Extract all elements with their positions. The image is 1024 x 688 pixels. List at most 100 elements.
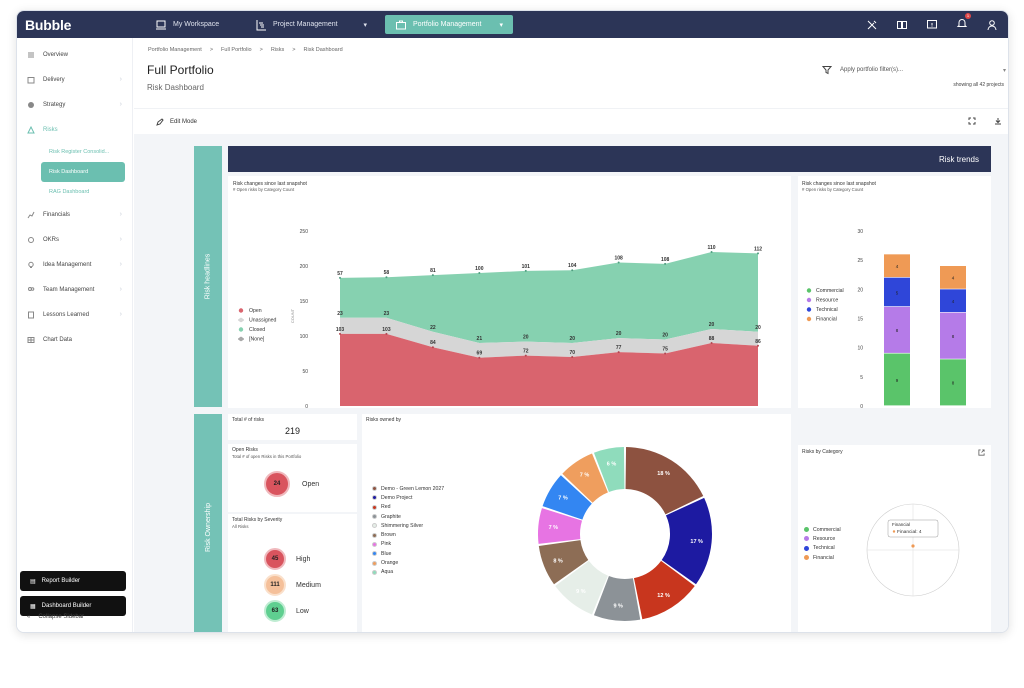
external-link-icon[interactable] [978, 449, 985, 456]
legend-item[interactable]: Demo - Green Lemon 2027 [372, 484, 444, 493]
nav-my-workspace[interactable]: My Workspace [145, 15, 245, 34]
open-risks-indicator: 24 Open [264, 471, 319, 497]
edit-mode-button[interactable]: Edit Mode [156, 118, 197, 126]
stacked-bar-chart: 051015202530985431 May 20268844CurrentCo… [806, 229, 966, 421]
app-logo[interactable]: Bubble [25, 16, 72, 33]
legend-item[interactable]: Commercial [804, 525, 841, 534]
portfolio-filter[interactable]: Apply portfolio filter(s)... ▾ [822, 65, 1006, 75]
severity-label: High [296, 555, 311, 563]
y-tick-label: 25 [857, 258, 863, 264]
sidebar-item-financials[interactable]: Financials › [17, 202, 132, 227]
donut-slice [593, 447, 625, 492]
sidebar-item-idea-management[interactable]: Idea Management › [17, 252, 132, 277]
legend-swatch [372, 495, 377, 501]
notification-badge: 1 [965, 12, 971, 19]
data-point [757, 252, 759, 255]
chevron-down-icon: ▾ [499, 21, 503, 29]
gantt-icon [256, 19, 266, 30]
legend-item[interactable]: Blue [372, 549, 444, 558]
breadcrumb-link[interactable]: Full Portfolio [221, 47, 252, 53]
notifications[interactable]: 1 [956, 12, 971, 34]
breadcrumb-link[interactable]: Risks [270, 47, 285, 53]
legend-item[interactable]: Aqua [372, 568, 444, 577]
pie-legend: Demo - Green Lemon 2027 Demo Project Red Gr… [372, 484, 444, 577]
legend-label: Orange [381, 560, 399, 567]
legend-item[interactable]: Resource [804, 534, 841, 543]
legend-item[interactable]: Graphite [372, 512, 444, 521]
legend-item[interactable]: Red [372, 503, 444, 512]
legend-label: Closed [249, 327, 265, 333]
sidebar-item-chart-data[interactable]: Chart Data [17, 327, 132, 352]
legend-label: Financial [816, 317, 837, 323]
data-label-closed: 57 [337, 271, 343, 277]
sidebar-item-label: Team Management [43, 286, 95, 293]
tools-icon[interactable] [866, 19, 878, 31]
sidebar-item-lessons-learned[interactable]: Lessons Learned › [17, 302, 132, 327]
report-builder-button[interactable]: ▤ Report Builder [20, 571, 126, 591]
data-point [571, 269, 574, 272]
bar-value-label: 4 [952, 299, 955, 304]
chart-title: Risks owned by [366, 417, 402, 423]
sidebar-sub-risk-dashboard[interactable]: Risk Dashboard [41, 162, 125, 182]
sidebar-item-label: Strategy [43, 101, 66, 108]
legend-label: Blue [381, 550, 392, 557]
double-chevron-left-icon: « [27, 614, 31, 620]
legend-label: Resource [813, 535, 836, 542]
severity-circle: 111 [264, 574, 286, 596]
nav-project-management[interactable]: Project Management ▾ [245, 15, 377, 34]
sidebar-item-risks[interactable]: Risks [17, 117, 132, 142]
data-point [478, 356, 481, 359]
legend-item[interactable]: Shimmering Silver [372, 521, 444, 530]
collapse-sidebar-button[interactable]: « Collapse Sidebar [27, 614, 84, 620]
legend-item[interactable]: Orange [372, 558, 444, 567]
legend-label: Graphite [381, 513, 401, 520]
donut-slice [542, 475, 592, 520]
dashboard-builder-button[interactable]: ▦ Dashboard Builder [20, 596, 126, 616]
page-header: Portfolio Management > Full Portfolio > … [134, 38, 1008, 108]
chevron-down-icon: ▾ [1002, 67, 1006, 74]
chart-icon [27, 211, 35, 218]
bar-value-label: 8 [952, 334, 955, 339]
legend-item[interactable]: Pink [372, 540, 444, 549]
legend-item[interactable]: Demo Project [372, 493, 444, 502]
bar-segment [940, 312, 966, 359]
data-label-closed: 112 [754, 246, 762, 252]
sidebar-item-team-management[interactable]: Team Management › [17, 277, 132, 302]
legend-swatch [372, 551, 377, 557]
legend-swatch [804, 555, 809, 561]
nav-label: My Workspace [173, 21, 220, 28]
severity-circle: 45 [264, 548, 286, 570]
download-icon[interactable] [994, 117, 1002, 125]
kpi-title: Total # of risks [232, 417, 264, 423]
book-icon[interactable] [896, 19, 908, 31]
user-icon[interactable] [986, 19, 998, 31]
sidebar-sub-rag-dashboard[interactable]: RAG Dashboard [49, 189, 90, 195]
y-tick-label: 0 [860, 404, 863, 408]
legend-swatch [372, 532, 377, 538]
data-label-open: 103 [382, 327, 391, 333]
page-subtitle: Risk Dashboard [147, 83, 204, 92]
data-label-unassigned: 20 [662, 333, 668, 339]
legend-marker [238, 327, 244, 332]
nav-portfolio-management[interactable]: Portfolio Management ▾ [385, 15, 513, 34]
legend-item[interactable]: Brown [372, 530, 444, 539]
sidebar-item-label: Overview [43, 51, 69, 58]
area-series-open [340, 333, 758, 406]
legend-item[interactable]: Financial [804, 553, 841, 562]
breadcrumb-separator: > [259, 47, 263, 53]
kpi-title: Total Risks by Severity [232, 517, 283, 523]
severity-low: 63 Low [264, 598, 321, 624]
stacked-bar-card: Risk changes since last snapshot # Open … [798, 176, 991, 421]
sidebar-item-overview[interactable]: Overview [17, 42, 132, 67]
help-icon[interactable] [926, 19, 938, 31]
section-risk-ownership: Risk Ownership [194, 414, 222, 632]
sidebar-item-delivery[interactable]: Delivery › [17, 67, 132, 92]
breadcrumb-link[interactable]: Portfolio Management [148, 47, 202, 53]
main-content: Portfolio Management > Full Portfolio > … [134, 38, 1008, 632]
fullscreen-icon[interactable] [968, 117, 976, 125]
sidebar-item-strategy[interactable]: Strategy › [17, 92, 132, 117]
sidebar-sub-risk-register[interactable]: Risk Register Consolid... [49, 149, 110, 155]
sidebar-item-okrs[interactable]: OKRs › [17, 227, 132, 252]
legend-item[interactable]: Technical [804, 544, 841, 553]
legend-label: Open [249, 308, 262, 314]
